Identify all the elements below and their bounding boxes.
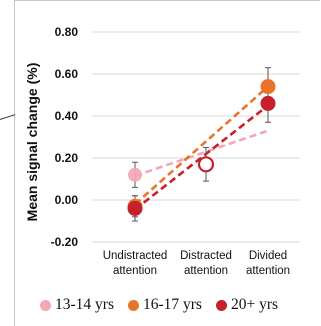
- y-tick-label: -0.20: [51, 235, 79, 249]
- y-tick-label: 0.80: [55, 25, 79, 39]
- y-axis-title: Mean signal change (%): [24, 63, 40, 222]
- data-points: [127, 79, 276, 216]
- legend-marker: [215, 299, 227, 311]
- x-tick-label: attention: [246, 265, 290, 277]
- y-tick-label: 0.60: [55, 67, 79, 81]
- legend-label: 20+ yrs: [230, 296, 279, 313]
- y-tick-label: 0.40: [55, 109, 79, 123]
- trend-line: [134, 85, 269, 206]
- legend-label: 13-14 yrs: [55, 296, 114, 313]
- trend-lines: [134, 85, 269, 211]
- y-axis-ticks: 0.80 0.60 0.40 0.20 0.00 -0.20: [51, 25, 79, 249]
- legend-item: 16-17 yrs: [127, 296, 202, 314]
- data-point: [260, 95, 276, 111]
- x-tick-label: attention: [113, 265, 157, 277]
- legend-marker: [127, 299, 139, 311]
- data-point: [197, 156, 215, 173]
- line-chart: 0.80 0.60 0.40 0.20 0.00 -0.20 Undistracted at…: [24, 25, 300, 277]
- gridlines: [92, 31, 300, 243]
- y-tick-label: 0.20: [55, 151, 79, 165]
- x-tick-label: attention: [184, 265, 228, 277]
- y-tick-label: 0.00: [55, 193, 79, 207]
- data-point: [260, 79, 276, 95]
- legend: 13-14 yrs 16-17 yrs 20+ yrs: [40, 296, 278, 314]
- data-point: [127, 200, 143, 216]
- data-point: [128, 167, 142, 182]
- figure-frame: [14, 0, 320, 326]
- x-tick-label: Undistracted: [103, 250, 168, 262]
- x-axis-ticks: Undistracted attention Distracted attention…: [103, 250, 290, 277]
- legend-item: 20+ yrs: [215, 296, 279, 314]
- legend-label: 16-17 yrs: [142, 296, 202, 313]
- x-tick-label: Distracted: [180, 250, 232, 262]
- legend-marker: [40, 299, 51, 311]
- trend-line: [134, 104, 269, 211]
- x-tick-label: Divided: [249, 250, 287, 262]
- trend-line: [134, 129, 269, 178]
- legend-item: 13-14 yrs: [40, 296, 114, 314]
